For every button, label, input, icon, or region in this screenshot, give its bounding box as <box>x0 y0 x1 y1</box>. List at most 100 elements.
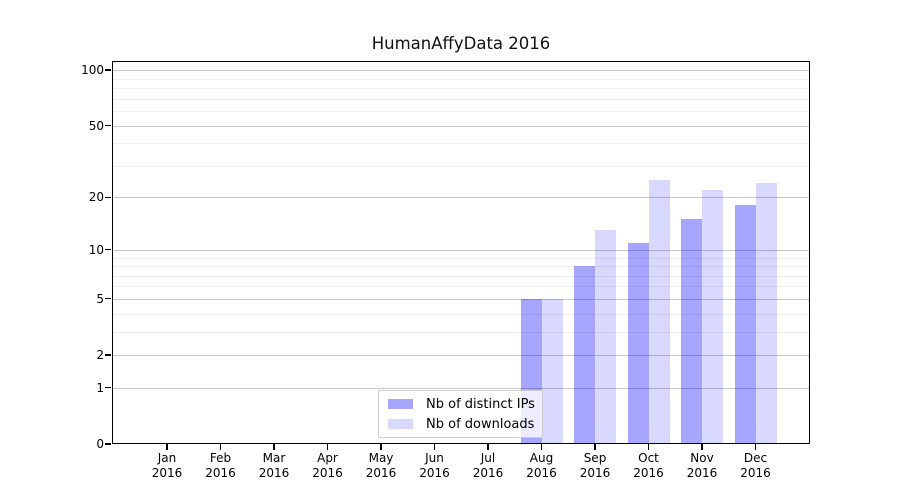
x-tick-year: 2016 <box>365 466 397 480</box>
minor-gridline <box>112 110 810 112</box>
x-tick-mark <box>647 444 650 450</box>
x-tick-month: Apr <box>317 451 338 465</box>
bar-downloads-oct <box>648 180 670 444</box>
minor-gridline <box>112 266 810 267</box>
x-tick-label: Jul 2016 <box>456 451 520 481</box>
x-tick-year: 2016 <box>579 466 611 480</box>
legend-label-downloads: Nb of downloads <box>426 416 535 432</box>
bar-distinct-ips-sep <box>574 266 595 444</box>
bar-distinct-ips-nov <box>681 219 702 444</box>
minor-gridline <box>112 98 810 100</box>
y-tick-mark <box>105 69 111 71</box>
y-tick-label: 100 <box>81 63 104 78</box>
x-tick-month: Jan <box>157 451 177 465</box>
y-tick-label: 20 <box>88 190 104 205</box>
x-tick-mark <box>380 444 382 450</box>
x-tick-mark <box>754 444 757 450</box>
bar-downloads-nov <box>702 190 723 444</box>
x-tick-year: 2016 <box>419 466 450 480</box>
y-tick-mark <box>105 124 111 127</box>
x-tick-label: Feb 2016 <box>189 451 253 481</box>
major-gridline <box>112 355 810 356</box>
y-tick-label: 0 <box>96 437 104 451</box>
x-tick-year: 2016 <box>258 466 290 480</box>
y-tick-mark <box>105 443 111 445</box>
bar-distinct-ips-dec <box>734 205 756 444</box>
y-tick-mark <box>105 196 111 198</box>
x-tick-year: 2016 <box>472 466 504 480</box>
legend-item-distinct-ips: Nb of distinct IPs <box>388 397 542 412</box>
y-tick-label: 2 <box>96 348 104 362</box>
major-gridline <box>112 298 810 300</box>
minor-gridline <box>112 88 810 89</box>
x-tick-month: Sep <box>583 451 607 465</box>
x-tick-month: Jun <box>425 451 444 465</box>
minor-gridline <box>112 286 810 288</box>
x-tick-mark <box>219 444 222 450</box>
legend: Nb of distinct IPs Nb of downloads <box>378 390 543 438</box>
major-gridline <box>112 125 810 127</box>
x-tick-year: 2016 <box>151 466 183 480</box>
minor-gridline <box>112 165 810 167</box>
x-tick-month: Aug <box>529 451 554 465</box>
x-tick-year: 2016 <box>686 466 718 480</box>
x-tick-month: May <box>368 451 394 465</box>
legend-item-downloads: Nb of downloads <box>388 417 542 432</box>
x-tick-year: 2016 <box>526 466 557 480</box>
plot-area <box>112 61 810 444</box>
y-tick-label: 10 <box>88 242 104 257</box>
minor-gridline <box>112 78 810 80</box>
legend-label-distinct-ips: Nb of distinct IPs <box>426 396 535 412</box>
major-gridline <box>112 387 810 389</box>
x-tick-mark <box>166 444 168 450</box>
bar-downloads-dec <box>755 183 777 444</box>
y-tick-mark <box>105 387 111 389</box>
x-tick-label: Sep 2016 <box>563 451 627 481</box>
legend-swatch-distinct-ips-icon <box>388 399 413 409</box>
y-tick-label: 50 <box>88 118 104 133</box>
x-tick-mark <box>273 444 275 450</box>
minor-gridline <box>112 275 810 277</box>
x-tick-year: 2016 <box>740 466 771 480</box>
x-tick-mark <box>487 444 489 450</box>
y-tick-mark <box>105 298 111 300</box>
chart-title: HumanAffyData 2016 <box>371 34 551 53</box>
x-tick-label: Nov 2016 <box>670 451 734 481</box>
minor-gridline <box>112 331 810 333</box>
x-tick-month: Nov <box>690 451 714 465</box>
x-tick-month: Jul <box>480 451 496 465</box>
x-tick-label: Dec 2016 <box>724 451 788 481</box>
x-tick-mark <box>540 444 543 450</box>
x-tick-month: Oct <box>638 451 659 465</box>
x-tick-mark <box>594 444 596 450</box>
y-tick-label: 1 <box>96 380 104 395</box>
x-tick-label: Aug 2016 <box>510 451 574 481</box>
legend-swatch-downloads-icon <box>388 419 413 429</box>
minor-gridline <box>112 257 810 259</box>
x-tick-label: Mar 2016 <box>242 451 306 481</box>
x-tick-label: Apr 2016 <box>296 451 360 481</box>
bar-distinct-ips-oct <box>627 242 649 444</box>
major-gridline <box>112 249 810 251</box>
major-gridline <box>112 197 810 199</box>
minor-gridline <box>112 313 810 315</box>
y-tick-label: 5 <box>96 291 104 306</box>
x-tick-mark <box>701 444 703 450</box>
y-tick-mark <box>105 249 111 251</box>
x-tick-month: Dec <box>743 451 768 465</box>
bar-downloads-sep <box>595 230 616 444</box>
major-gridline <box>112 70 810 72</box>
x-tick-label: Jan 2016 <box>135 451 199 481</box>
x-tick-month: Feb <box>209 451 232 465</box>
x-tick-year: 2016 <box>312 466 343 480</box>
minor-gridline <box>112 143 810 145</box>
x-tick-year: 2016 <box>633 466 664 480</box>
x-tick-mark <box>433 444 436 450</box>
x-tick-label: Oct 2016 <box>617 451 681 481</box>
y-tick-mark <box>105 354 111 356</box>
x-tick-year: 2016 <box>205 466 236 480</box>
x-tick-label: Jun 2016 <box>403 451 467 481</box>
bar-downloads-aug <box>541 298 563 444</box>
x-tick-mark <box>326 444 329 450</box>
